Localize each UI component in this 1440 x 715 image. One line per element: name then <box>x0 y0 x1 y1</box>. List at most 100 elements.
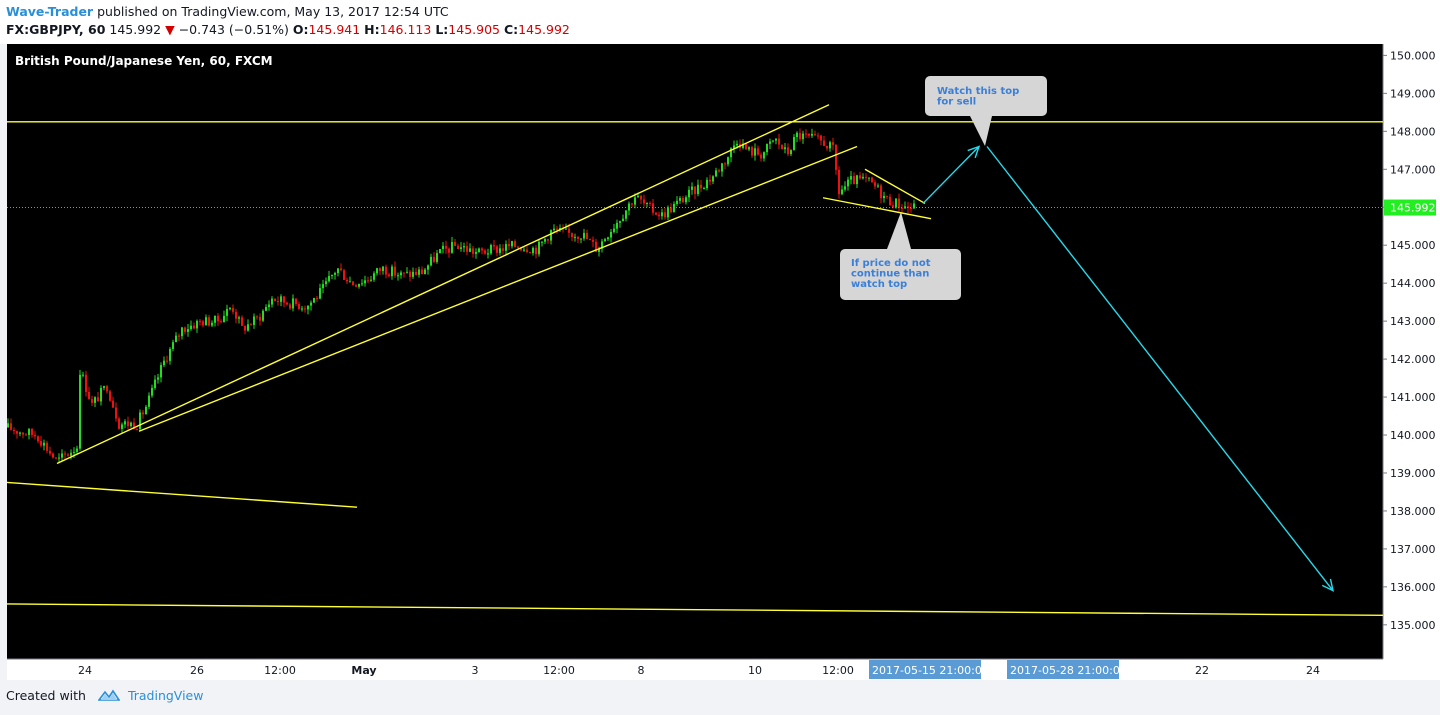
candle-body <box>421 269 423 275</box>
candle-body <box>829 142 831 149</box>
candle-body <box>856 175 858 185</box>
candle-body <box>271 298 273 305</box>
candle-body <box>478 248 480 253</box>
candle-body <box>25 434 27 436</box>
candle-body <box>898 198 900 209</box>
trendline[interactable] <box>138 145 858 432</box>
candle-body <box>523 249 525 251</box>
candle-body <box>520 247 522 251</box>
candle-body <box>16 431 18 434</box>
candle-body <box>757 148 759 155</box>
candle-body <box>787 147 789 155</box>
candle-body <box>454 242 456 246</box>
candle-body <box>52 453 54 458</box>
candle-body <box>859 175 861 179</box>
tradingview-link[interactable]: TradingView <box>127 688 204 703</box>
candle-body <box>565 228 567 230</box>
candle-body <box>409 271 411 277</box>
candle-body <box>46 442 48 451</box>
candle-body <box>352 281 354 286</box>
candle-body <box>19 432 21 434</box>
candle-body <box>121 424 123 429</box>
close-label: C: <box>503 22 519 37</box>
last-price-label-box <box>1384 199 1436 216</box>
y-tick-label: 136.000 <box>1390 581 1436 594</box>
trendline[interactable] <box>822 197 932 220</box>
candle-body <box>292 298 294 309</box>
candle-body <box>58 457 60 459</box>
candle-body <box>418 269 420 275</box>
candle-body <box>640 195 642 200</box>
trendline[interactable] <box>7 481 358 508</box>
y-tick-label: 145.000 <box>1390 239 1436 252</box>
arrows[interactable] <box>922 145 1334 592</box>
candle-body <box>595 241 597 252</box>
candle-body <box>118 418 120 429</box>
candle-body <box>178 335 180 337</box>
candle-body <box>622 218 624 222</box>
candle-body <box>256 316 258 318</box>
candle-body <box>142 412 144 415</box>
candle-body <box>811 133 813 136</box>
candle-body <box>208 317 210 326</box>
candle-body <box>226 308 228 316</box>
open-value: 145.941 <box>308 22 361 37</box>
candle-body <box>439 249 441 254</box>
candle-body <box>124 421 126 425</box>
candle-body <box>34 434 36 437</box>
candle-body <box>883 195 885 199</box>
candle-body <box>511 241 513 247</box>
candle-body <box>307 305 309 310</box>
candle-body <box>505 244 507 251</box>
trendlines[interactable] <box>7 104 1384 617</box>
candle-body <box>613 228 615 232</box>
candle-body <box>601 241 603 249</box>
candle-body <box>469 248 471 252</box>
candle-body <box>865 176 867 178</box>
price-axis[interactable] <box>1383 44 1440 680</box>
price-chart[interactable]: 150.000149.000148.000147.000146.000145.0… <box>7 44 1440 680</box>
trendline[interactable] <box>56 104 830 465</box>
y-tick-label: 143.000 <box>1390 315 1436 328</box>
trendline[interactable] <box>864 168 926 205</box>
candle-body <box>22 432 24 435</box>
candle-body <box>193 325 195 329</box>
candle-body <box>679 198 681 201</box>
callout-text: for sell <box>937 97 976 108</box>
candle-body <box>349 281 351 283</box>
x-highlight-labels: 2017-05-15 21:00:00 2017-05-28 21:00:0000 <box>869 660 1141 679</box>
callout-pointer <box>970 116 992 146</box>
time-axis[interactable] <box>7 659 1383 680</box>
candle-body <box>415 271 417 275</box>
candle-body <box>796 132 798 138</box>
candle-body <box>220 321 222 323</box>
candle-body <box>589 239 591 241</box>
candle-body <box>844 186 846 190</box>
author-link[interactable]: Wave-Trader <box>6 4 94 19</box>
callout-text: watch top <box>851 279 907 290</box>
candle-body <box>184 327 186 332</box>
candle-body <box>211 322 213 326</box>
candle-body <box>880 185 882 199</box>
candle-body <box>808 133 810 136</box>
candle-body <box>223 315 225 323</box>
candle-body <box>472 248 474 254</box>
callout-box[interactable] <box>925 76 1047 116</box>
candle-body <box>394 266 396 276</box>
candle-body <box>343 270 345 280</box>
candle-body <box>700 184 702 189</box>
callout-box[interactable] <box>840 249 961 300</box>
candle-body <box>160 365 162 378</box>
arrow-line[interactable] <box>922 146 980 204</box>
candle-body <box>826 145 828 149</box>
candle-body <box>766 143 768 153</box>
candle-body <box>718 170 720 172</box>
candle-body <box>163 360 165 366</box>
candle-body <box>169 348 171 361</box>
candle-body <box>889 196 891 206</box>
arrow-line[interactable] <box>986 146 1334 592</box>
candle-body <box>586 232 588 240</box>
candle-body <box>397 275 399 277</box>
trendline[interactable] <box>7 603 1384 617</box>
